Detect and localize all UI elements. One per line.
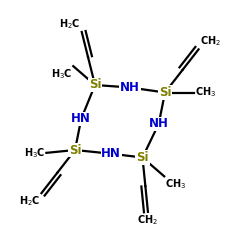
Text: Si: Si <box>136 151 149 164</box>
Text: CH$_3$: CH$_3$ <box>195 86 216 100</box>
Text: H$_3$C: H$_3$C <box>24 146 45 160</box>
Text: H$_3$C: H$_3$C <box>50 68 72 81</box>
Text: NH: NH <box>120 81 140 94</box>
Text: CH$_2$: CH$_2$ <box>138 213 158 227</box>
Text: H$_2$C: H$_2$C <box>19 194 40 208</box>
Text: HN: HN <box>101 147 121 160</box>
Text: NH: NH <box>149 117 169 130</box>
Text: CH$_2$: CH$_2$ <box>200 34 221 48</box>
Text: Si: Si <box>69 144 81 156</box>
Text: Si: Si <box>89 78 101 92</box>
Text: HN: HN <box>71 112 91 125</box>
Text: CH$_3$: CH$_3$ <box>166 178 187 192</box>
Text: Si: Si <box>159 86 171 99</box>
Text: H$_2$C: H$_2$C <box>59 17 80 31</box>
